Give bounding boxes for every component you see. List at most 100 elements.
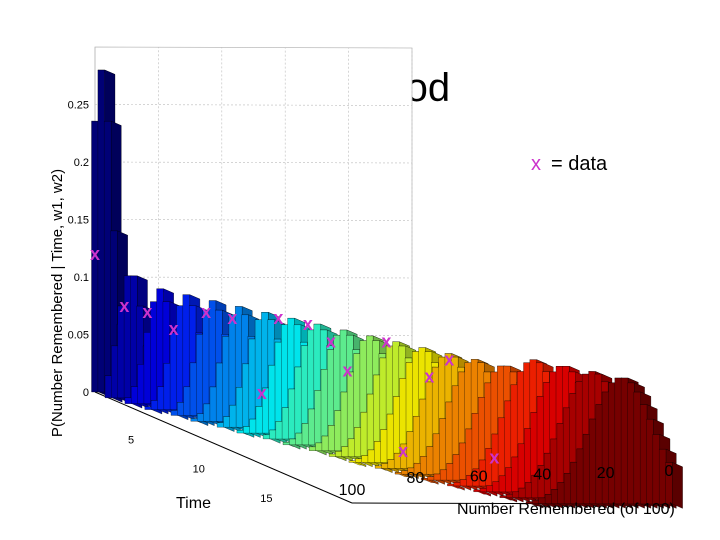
- bar: [183, 386, 191, 416]
- time-tick-label: 15: [260, 493, 272, 505]
- bar: [563, 473, 572, 504]
- bar: [275, 421, 283, 440]
- bar: [387, 459, 395, 469]
- bar: [209, 386, 217, 422]
- bar: [525, 482, 533, 498]
- bar: [374, 441, 382, 463]
- bar: [104, 121, 112, 393]
- bar: [366, 393, 375, 457]
- bar: [506, 494, 514, 498]
- bar: [440, 469, 448, 481]
- bar: [386, 413, 395, 463]
- bar: [163, 363, 171, 410]
- bar-side: [672, 462, 683, 509]
- bar: [223, 416, 231, 428]
- bar: [104, 375, 113, 399]
- bar: [433, 473, 442, 481]
- bar: [517, 443, 526, 493]
- data-marker: x: [424, 366, 434, 386]
- data-marker: x: [326, 331, 336, 351]
- bar: [274, 341, 283, 434]
- data-marker: x: [303, 314, 313, 334]
- bar: [236, 430, 245, 434]
- bar: [117, 305, 125, 399]
- bar: [367, 449, 376, 463]
- legend-text: = data: [551, 153, 608, 175]
- bar: [413, 416, 421, 469]
- bar: [156, 288, 164, 404]
- bar: [479, 488, 488, 492]
- number-tick-label: 100: [339, 482, 366, 499]
- bar: [374, 465, 383, 469]
- bar: [473, 489, 481, 492]
- bar: [361, 455, 369, 463]
- bar: [308, 408, 316, 446]
- bar-row-time-20: [525, 377, 683, 509]
- bar: [498, 475, 507, 493]
- bar: [321, 435, 330, 451]
- bar: [452, 454, 461, 481]
- bar: [248, 338, 256, 428]
- number-tick-label: 0: [665, 463, 674, 480]
- number-tick-label: 60: [470, 468, 488, 485]
- bars: [91, 69, 683, 509]
- bar: [111, 345, 119, 399]
- bar: [281, 407, 290, 440]
- bar: [426, 446, 434, 475]
- bar: [262, 434, 271, 440]
- bar: [189, 362, 198, 416]
- time-tick-label: 10: [193, 464, 205, 476]
- axis-labels: 0 0.05 0.1 0.15 0.2 0.25 5 10 15 100 80 60 40 20 0: [68, 100, 674, 505]
- bar: [601, 391, 610, 504]
- bar: [486, 485, 494, 492]
- bar: [640, 404, 648, 505]
- bar: [97, 69, 105, 393]
- bar: [512, 491, 520, 498]
- bar: [124, 397, 133, 404]
- bar: [242, 363, 250, 428]
- bar: [432, 433, 441, 475]
- data-marker: x: [398, 441, 408, 461]
- data-marker: x: [142, 302, 152, 322]
- bar: [130, 275, 138, 399]
- bar: [143, 332, 152, 404]
- data-marker: x: [169, 319, 179, 339]
- bar: [459, 479, 468, 487]
- bar: [177, 402, 185, 416]
- data-marker: x: [381, 332, 391, 352]
- bar: [328, 425, 336, 451]
- bar: [282, 442, 291, 445]
- bar: [380, 429, 388, 463]
- bar: [627, 382, 635, 505]
- bar: [518, 487, 526, 498]
- bar: [576, 448, 584, 504]
- bar: [427, 476, 435, 481]
- bar: [320, 369, 329, 446]
- bar: [157, 386, 165, 410]
- z-axis-title: P(Number Remembered | Time, w1, w2): [49, 169, 66, 437]
- bar: [288, 388, 296, 440]
- legend-marker: x: [531, 153, 541, 175]
- data-marker: x: [119, 296, 129, 316]
- bar: [203, 403, 211, 422]
- bar: [328, 453, 337, 457]
- bar: [459, 442, 467, 481]
- bar: [222, 336, 230, 422]
- time-axis-line: [94, 391, 353, 504]
- bar: [294, 366, 302, 440]
- bar: [216, 362, 224, 422]
- z-tick-label: 0.15: [68, 215, 89, 227]
- time-tick-label: 5: [128, 434, 134, 446]
- bar: [439, 418, 447, 475]
- bar: [453, 482, 461, 487]
- bar: [131, 386, 139, 404]
- bar: [347, 438, 356, 457]
- number-tick-label: 20: [597, 465, 615, 482]
- z-gridline: [94, 104, 413, 106]
- x-axis-title: Time: [176, 495, 211, 512]
- data-marker: x: [257, 383, 267, 403]
- legend: x = data: [531, 153, 608, 175]
- bar: [446, 463, 454, 481]
